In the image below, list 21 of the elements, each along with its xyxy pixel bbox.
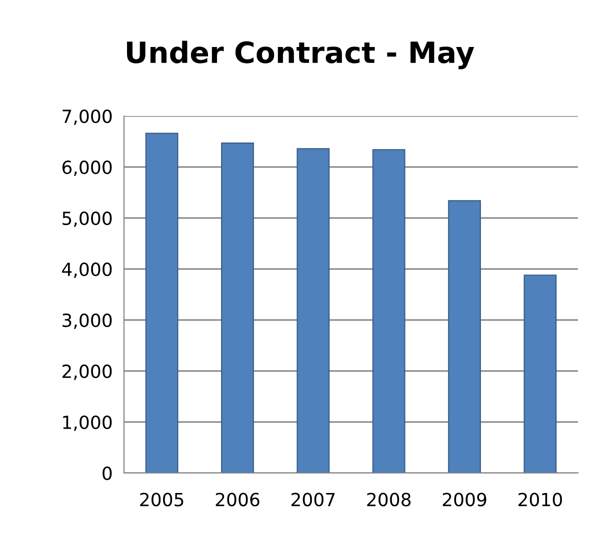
y-tick-label: 3,000	[62, 313, 112, 329]
y-tick-label: 6,000	[62, 160, 112, 176]
x-tick-label: 2006	[216, 492, 260, 506]
x-tick-label: 2009	[442, 492, 486, 506]
x-tick-label: 2010	[518, 492, 562, 506]
bar	[221, 142, 254, 473]
y-tick-label: 1,000	[63, 415, 112, 431]
bar	[145, 132, 178, 473]
y-tick-label: 5,000	[62, 211, 112, 227]
x-tick-label: 2005	[140, 492, 184, 506]
bar	[524, 274, 557, 473]
y-tick-label: 0	[102, 466, 112, 480]
bar	[296, 148, 330, 473]
x-tick-label: 2008	[367, 492, 411, 506]
y-tick-label: 7,000	[62, 109, 112, 125]
bar	[372, 149, 406, 473]
bar	[448, 200, 481, 473]
chart-title: Under Contract - May	[127, 40, 474, 70]
y-tick-label: 4,000	[62, 262, 112, 278]
x-tick-label: 2007	[292, 492, 335, 506]
y-tick-label: 2,000	[62, 364, 112, 380]
